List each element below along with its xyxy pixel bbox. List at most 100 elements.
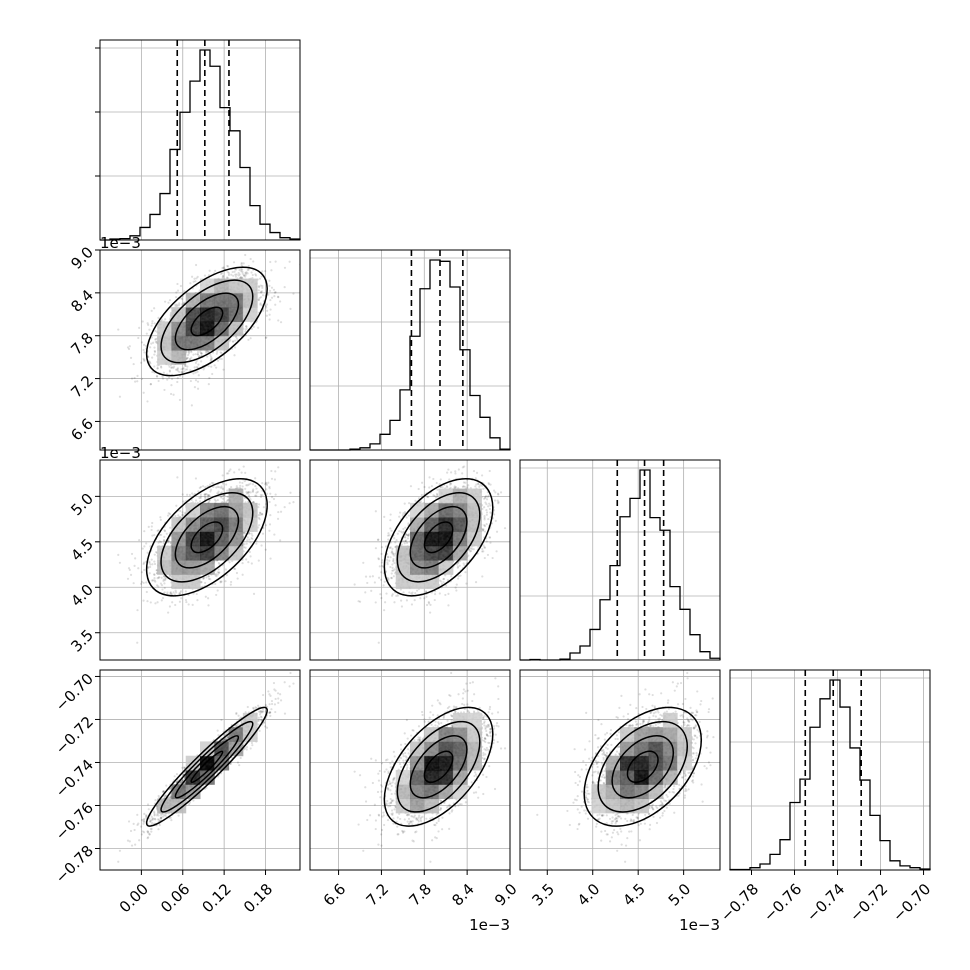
scatter-point bbox=[210, 358, 213, 361]
scatter-point bbox=[153, 573, 156, 576]
scatter-point bbox=[209, 357, 213, 360]
scatter-point bbox=[221, 501, 224, 504]
scatter-point bbox=[273, 291, 277, 294]
scatter-point bbox=[194, 280, 197, 283]
scatter-point bbox=[227, 272, 231, 275]
scatter-point bbox=[145, 590, 148, 594]
density-cell bbox=[171, 307, 187, 322]
scatter-point bbox=[243, 543, 246, 546]
scatter-point bbox=[200, 360, 203, 363]
scatter-point bbox=[241, 272, 244, 275]
scatter-point bbox=[242, 532, 246, 535]
scatter-point bbox=[238, 269, 241, 272]
scatter-point bbox=[259, 290, 263, 293]
scatter-point bbox=[230, 486, 233, 489]
density-cell bbox=[200, 321, 215, 337]
scatter-point bbox=[251, 276, 254, 280]
scatter-point bbox=[152, 341, 155, 344]
scatter-point bbox=[240, 270, 243, 273]
scatter-point bbox=[169, 313, 172, 316]
scatter-point bbox=[172, 366, 175, 370]
scatter-point bbox=[219, 351, 222, 354]
scatter-point bbox=[249, 541, 252, 544]
scatter-point bbox=[233, 354, 236, 357]
scatter-point bbox=[260, 290, 264, 293]
scatter-point bbox=[136, 374, 139, 377]
scatter-point bbox=[189, 282, 192, 285]
scatter-point bbox=[209, 355, 213, 358]
scatter-point bbox=[208, 494, 211, 497]
scatter-point bbox=[221, 266, 224, 270]
scatter-point bbox=[260, 275, 263, 278]
scatter-point bbox=[138, 538, 141, 542]
scatter-point bbox=[226, 276, 229, 279]
scatter-point bbox=[176, 376, 179, 380]
scatter-point bbox=[156, 601, 159, 604]
scatter-point bbox=[163, 388, 166, 392]
scatter-point bbox=[159, 582, 163, 585]
scatter-point bbox=[118, 561, 122, 564]
scatter-point bbox=[207, 493, 210, 497]
density-cell bbox=[157, 321, 172, 337]
scatter-point bbox=[268, 529, 271, 532]
scatter-point bbox=[169, 392, 173, 396]
scatter-point bbox=[244, 487, 247, 490]
histogram-step-line bbox=[310, 259, 511, 451]
scatter-point bbox=[190, 275, 194, 278]
scatter-point bbox=[183, 370, 186, 373]
scatter-point bbox=[174, 303, 177, 306]
scatter-point bbox=[150, 558, 153, 561]
scatter-point bbox=[176, 380, 179, 384]
scatter-point bbox=[151, 320, 154, 323]
scatter-point bbox=[182, 367, 185, 370]
scatter-point bbox=[221, 276, 224, 280]
scatter-point bbox=[151, 534, 154, 537]
scatter-point bbox=[133, 564, 136, 567]
scatter-point bbox=[158, 540, 161, 543]
scatter-point bbox=[219, 272, 223, 276]
scatter-point bbox=[153, 560, 156, 563]
density-cell bbox=[214, 321, 230, 337]
scatter-point bbox=[252, 501, 255, 504]
density-cell bbox=[214, 278, 230, 294]
scatter-point bbox=[225, 276, 229, 279]
scatter-point bbox=[155, 584, 159, 587]
scatter-point bbox=[181, 493, 184, 496]
scatter-point bbox=[174, 305, 177, 308]
scatter-point bbox=[176, 368, 179, 371]
scatter-point bbox=[174, 589, 177, 592]
contour-line bbox=[174, 292, 240, 351]
scatter-point bbox=[158, 533, 161, 536]
scatter-point bbox=[269, 308, 272, 311]
scatter-point bbox=[184, 598, 188, 602]
scatter-point bbox=[200, 581, 203, 584]
scatter-point bbox=[254, 477, 257, 480]
scatter-point bbox=[244, 275, 247, 278]
scatter-point bbox=[244, 271, 247, 275]
scatter-point bbox=[157, 585, 160, 588]
scatter-point bbox=[176, 369, 179, 372]
scatter-point bbox=[177, 514, 180, 517]
scatter-point bbox=[172, 393, 175, 396]
scatter-point bbox=[259, 284, 262, 287]
scatter-point bbox=[146, 355, 150, 358]
scatter-point bbox=[241, 481, 244, 485]
scatter-point bbox=[180, 370, 184, 374]
scatter-point bbox=[257, 289, 260, 292]
density-cell bbox=[214, 292, 230, 308]
scatter-point bbox=[195, 277, 198, 280]
scatter-point bbox=[153, 365, 156, 368]
scatter-point bbox=[149, 383, 152, 386]
scatter-point bbox=[134, 557, 137, 560]
scatter-point bbox=[153, 349, 156, 353]
scatter-point bbox=[236, 577, 239, 580]
scatter-point bbox=[274, 493, 277, 496]
scatter-point bbox=[247, 268, 250, 271]
scatter-point bbox=[268, 318, 271, 321]
scatter-point bbox=[207, 575, 210, 578]
scatter-point bbox=[149, 565, 152, 569]
scatter-point bbox=[197, 490, 200, 493]
scatter-point bbox=[250, 271, 253, 274]
scatter-point bbox=[221, 488, 225, 491]
scatter-point bbox=[249, 450, 251, 452]
